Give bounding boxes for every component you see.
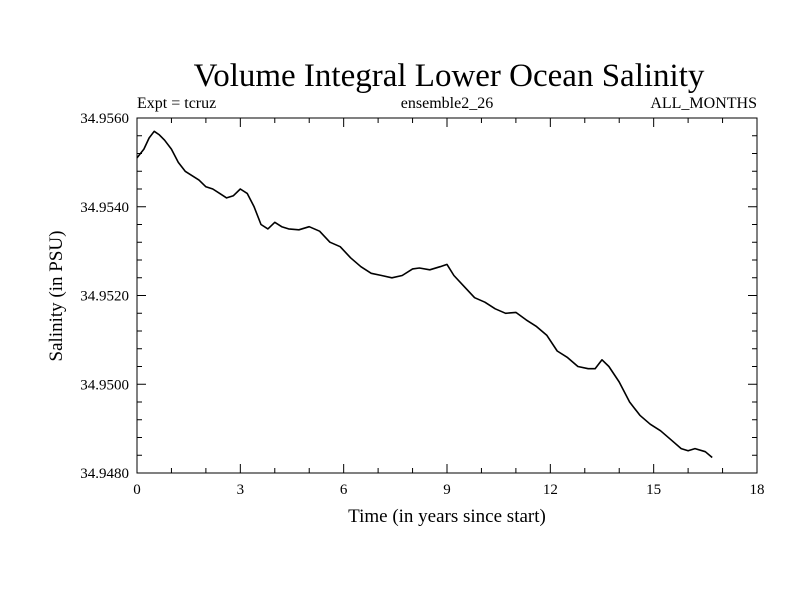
chart-subtitle-left: Expt = tcruz — [137, 95, 216, 112]
x-axis-label: Time (in years since start) — [348, 506, 546, 527]
chart-title: Volume Integral Lower Ocean Salinity — [194, 58, 705, 94]
salinity-series-line — [136, 130, 713, 459]
x-tick-label: 15 — [646, 482, 661, 498]
x-tick-label: 0 — [133, 482, 141, 498]
plot-frame — [136, 117, 758, 474]
x-tick-label: 12 — [543, 482, 558, 498]
x-tick-label: 3 — [237, 482, 245, 498]
y-tick-label: 34.9520 — [80, 289, 129, 305]
x-tick-label: 6 — [340, 482, 348, 498]
x-axis: 0 3 6 9 12 15 18 — [133, 118, 765, 498]
y-tick-label: 34.9560 — [80, 111, 129, 127]
y-tick-label: 34.9480 — [80, 466, 129, 482]
y-tick-label: 34.9540 — [80, 200, 129, 216]
y-tick-label: 34.9500 — [80, 377, 129, 393]
chart-subtitle-right: ALL_MONTHS — [650, 95, 757, 112]
x-tick-label: 9 — [443, 482, 451, 498]
y-axis: 34.9480 34.9500 34.9520 34.9540 34.9560 — [80, 111, 757, 482]
x-tick-label: 18 — [750, 482, 765, 498]
y-axis-label: Salinity (in PSU) — [46, 231, 67, 362]
chart-subtitle-center: ensemble2_26 — [401, 95, 493, 112]
